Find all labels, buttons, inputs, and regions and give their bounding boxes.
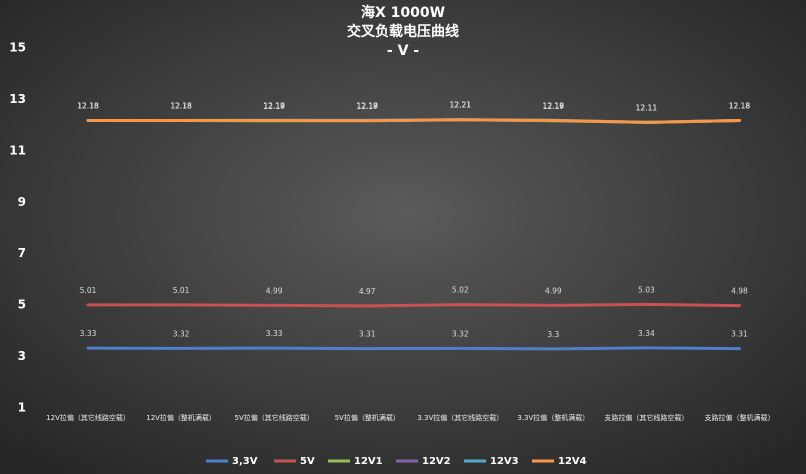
x-tick-label: 12V拉偏（其它线路空载） bbox=[46, 413, 130, 422]
data-label: 3.33 bbox=[80, 329, 97, 338]
data-label: 5.01 bbox=[173, 286, 190, 295]
x-tick-label: 3.3V拉偏（整机满载） bbox=[517, 413, 589, 422]
data-label: 12.21 bbox=[450, 101, 472, 110]
x-tick-label: 支路拉偏（整机满载） bbox=[704, 413, 774, 422]
y-tick-label: 11 bbox=[9, 143, 26, 157]
data-label: 12.18 bbox=[729, 102, 751, 111]
y-tick-label: 15 bbox=[9, 41, 26, 55]
legend-label: 12V2 bbox=[422, 456, 451, 467]
data-label: 12.19 bbox=[356, 101, 378, 110]
data-label: 12.18 bbox=[170, 102, 192, 111]
chart-title: 海X 1000W bbox=[361, 4, 445, 21]
data-label: 12.11 bbox=[636, 103, 658, 112]
data-label: 4.99 bbox=[545, 286, 562, 295]
y-tick-label: 7 bbox=[18, 246, 26, 260]
data-label: 12.18 bbox=[729, 102, 751, 111]
chart-title: - V - bbox=[387, 43, 419, 59]
legend-label: 5V bbox=[300, 456, 315, 467]
data-label: 4.99 bbox=[266, 286, 283, 295]
data-label: 4.97 bbox=[359, 287, 376, 296]
data-label: 12.18 bbox=[729, 102, 751, 111]
data-label: 12.18 bbox=[543, 102, 565, 111]
data-label: 12.17 bbox=[356, 102, 378, 111]
data-label: 3.32 bbox=[452, 329, 469, 338]
data-label: 12.21 bbox=[450, 101, 472, 110]
x-tick-label: 5V拉偏（其它线路空载） bbox=[235, 413, 314, 422]
data-label: 12.18 bbox=[543, 102, 565, 111]
y-tick-label: 9 bbox=[18, 195, 26, 209]
x-tick-label: 支路拉偏（其它线路空载） bbox=[604, 413, 688, 422]
data-label: 3.34 bbox=[638, 329, 655, 338]
data-label: 12.18 bbox=[170, 102, 192, 111]
data-label: 12.18 bbox=[729, 102, 751, 111]
data-label: 12.18 bbox=[170, 102, 192, 111]
data-label: 12.18 bbox=[170, 102, 192, 111]
data-label: 12.21 bbox=[450, 101, 472, 110]
line bbox=[86, 118, 741, 124]
y-tick-label: 1 bbox=[18, 401, 26, 415]
data-label: 4.98 bbox=[731, 287, 748, 296]
data-label: 12.17 bbox=[543, 102, 565, 111]
legend-label: 12V4 bbox=[558, 456, 587, 467]
legend-label: 12V3 bbox=[490, 456, 519, 467]
x-tick-label: 3.3V拉偏（其它线路空载） bbox=[417, 413, 503, 422]
data-label: 5.01 bbox=[80, 286, 97, 295]
data-label: 3.33 bbox=[266, 329, 283, 338]
data-label: 5.02 bbox=[452, 286, 469, 295]
data-label: 12.18 bbox=[263, 102, 285, 111]
data-label: 3.31 bbox=[731, 330, 748, 339]
legend-label: 12V1 bbox=[354, 456, 383, 467]
data-label: 12.18 bbox=[356, 102, 378, 111]
data-label: 3.31 bbox=[359, 330, 376, 339]
data-label: 3.3 bbox=[547, 330, 559, 339]
data-label: 12.18 bbox=[77, 102, 99, 111]
data-label: 12.18 bbox=[77, 102, 99, 111]
legend-label: 3,3V bbox=[232, 456, 258, 467]
line bbox=[86, 302, 741, 308]
data-label: 12.11 bbox=[636, 103, 658, 112]
chart-title: 交叉负载电压曲线 bbox=[347, 23, 459, 40]
data-label: 12.18 bbox=[263, 102, 285, 111]
data-label: 12.19 bbox=[543, 101, 565, 110]
data-label: 12.18 bbox=[77, 102, 99, 111]
data-label: 12.11 bbox=[636, 103, 658, 112]
data-label: 12.17 bbox=[263, 102, 285, 111]
data-label: 12.18 bbox=[356, 102, 378, 111]
data-label: 12.21 bbox=[450, 101, 472, 110]
data-label: 12.19 bbox=[263, 101, 285, 110]
y-tick-label: 13 bbox=[9, 92, 26, 106]
data-label: 5.03 bbox=[638, 285, 655, 294]
data-label: 12.18 bbox=[77, 102, 99, 111]
data-label: 12.11 bbox=[636, 103, 658, 112]
data-label: 3.32 bbox=[173, 329, 190, 338]
y-tick-label: 5 bbox=[18, 298, 26, 312]
x-tick-label: 12V拉偏（整机满载） bbox=[146, 413, 216, 422]
x-tick-label: 5V拉偏（整机满载） bbox=[335, 413, 400, 422]
y-tick-label: 3 bbox=[18, 349, 26, 363]
line bbox=[86, 346, 741, 351]
